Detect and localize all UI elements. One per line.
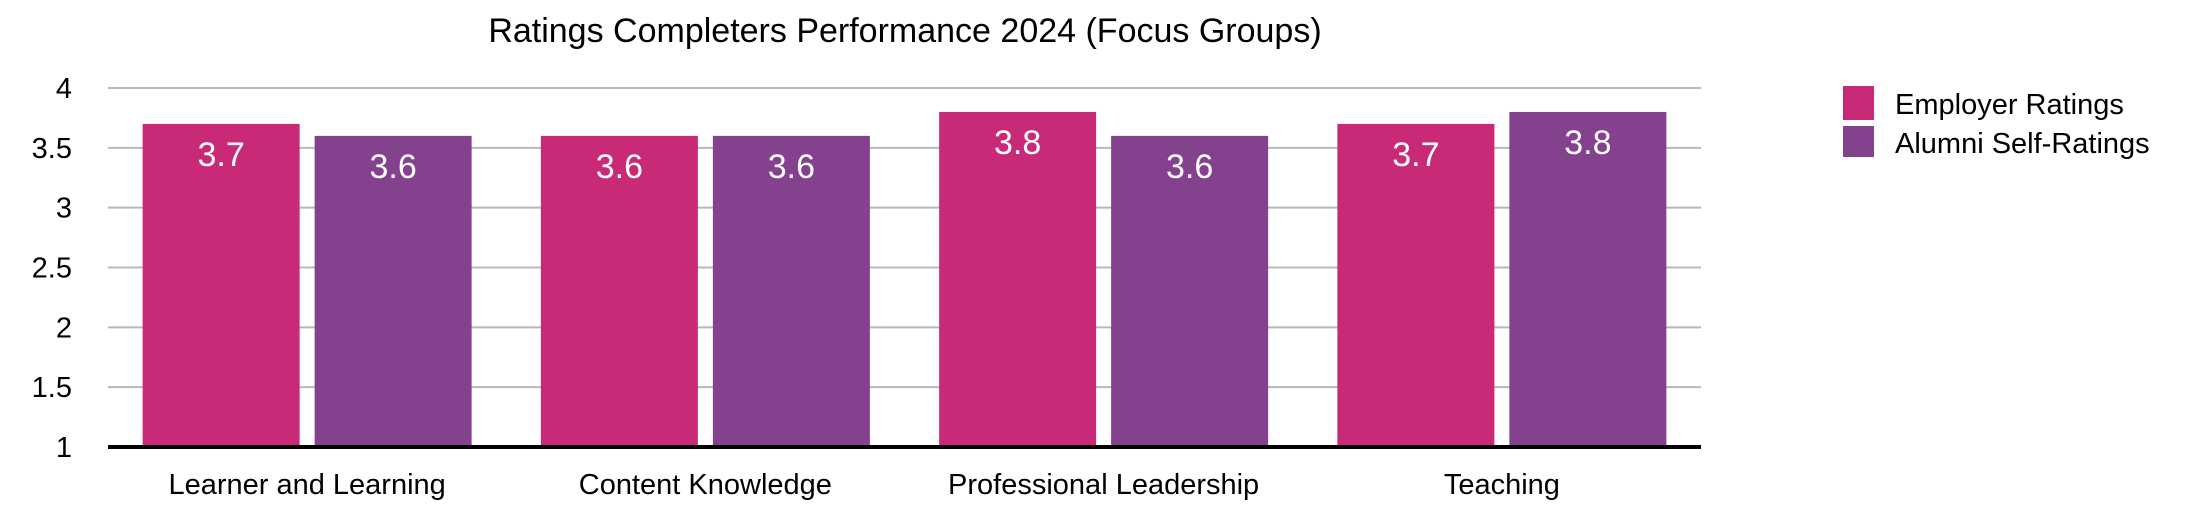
bar-value-label: 3.6	[1166, 148, 1213, 186]
bar	[314, 135, 472, 447]
y-tick-label: 1	[56, 432, 72, 464]
legend-swatch-employer	[1843, 86, 1874, 120]
y-tick-label: 2.5	[32, 253, 72, 285]
y-tick-label: 2	[56, 312, 72, 344]
bar	[540, 135, 698, 447]
bar-value-label: 3.6	[369, 148, 416, 186]
y-tick-label: 3	[56, 193, 72, 225]
bar-value-label: 3.8	[994, 124, 1041, 162]
legend-swatch-alumni	[1843, 126, 1874, 157]
y-tick-label: 3.5	[32, 133, 72, 165]
bar-value-label: 3.7	[1392, 136, 1439, 174]
bar-value-label: 3.7	[197, 136, 244, 174]
x-tick-label: Learner and Learning	[168, 469, 445, 501]
legend-label-alumni: Alumni Self-Ratings	[1895, 128, 2150, 160]
chart-title: Ratings Completers Performance 2024 (Foc…	[488, 12, 1321, 50]
y-tick-label: 4	[56, 73, 72, 105]
legend: Employer Ratings Alumni Self-Ratings	[1843, 86, 2150, 160]
y-tick-label: 1.5	[32, 372, 72, 404]
x-tick-label: Content Knowledge	[579, 469, 832, 501]
bar	[1337, 123, 1495, 448]
bar	[1509, 111, 1667, 447]
bar-value-label: 3.6	[596, 148, 643, 186]
x-tick-label: Teaching	[1444, 469, 1560, 501]
bar	[1111, 135, 1269, 447]
bar-value-label: 3.6	[768, 148, 815, 186]
bar	[142, 123, 300, 448]
bar	[939, 111, 1097, 447]
x-tick-label: Professional Leadership	[948, 469, 1259, 501]
legend-label-employer: Employer Ratings	[1895, 89, 2124, 121]
bar-value-label: 3.8	[1564, 124, 1611, 162]
bar	[712, 135, 870, 447]
